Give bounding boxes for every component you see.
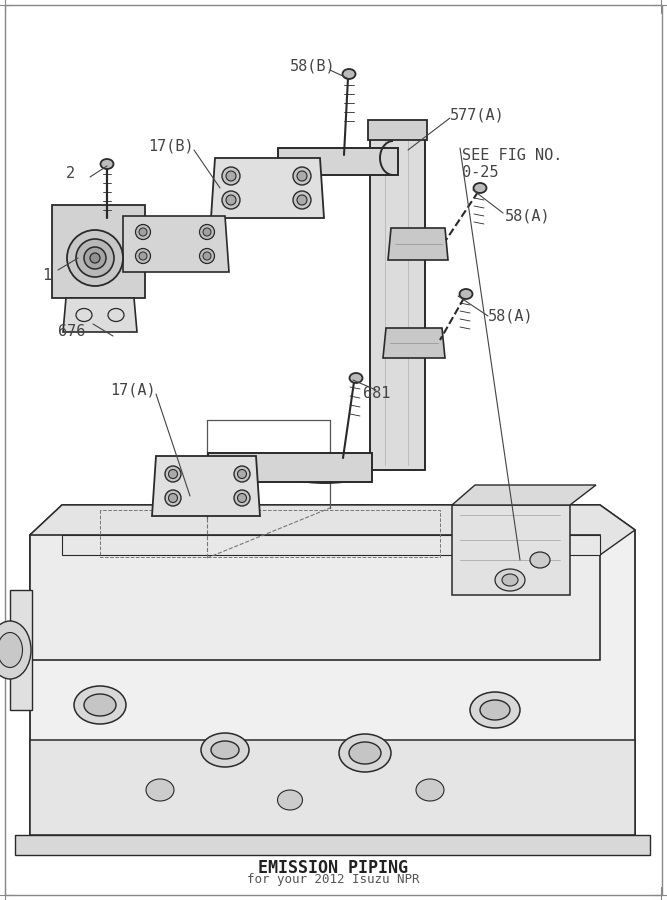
- Text: 58(A): 58(A): [488, 309, 534, 323]
- Text: 676: 676: [57, 325, 85, 339]
- Ellipse shape: [339, 734, 391, 772]
- Text: 17(A): 17(A): [110, 382, 155, 398]
- Ellipse shape: [226, 171, 236, 181]
- Polygon shape: [368, 120, 427, 140]
- Ellipse shape: [101, 159, 113, 169]
- Ellipse shape: [165, 466, 181, 482]
- Ellipse shape: [234, 490, 250, 506]
- Ellipse shape: [297, 195, 307, 205]
- Ellipse shape: [135, 248, 151, 264]
- Ellipse shape: [226, 195, 236, 205]
- Ellipse shape: [169, 493, 177, 502]
- Text: 17(B): 17(B): [148, 139, 193, 154]
- Polygon shape: [30, 740, 635, 835]
- Ellipse shape: [76, 239, 114, 277]
- Polygon shape: [15, 835, 650, 855]
- Text: 577(A): 577(A): [450, 107, 505, 122]
- Polygon shape: [383, 328, 445, 358]
- Ellipse shape: [146, 779, 174, 801]
- Ellipse shape: [165, 490, 181, 506]
- Polygon shape: [10, 590, 32, 710]
- Text: 58(B): 58(B): [290, 58, 336, 74]
- Ellipse shape: [135, 224, 151, 239]
- Ellipse shape: [460, 289, 472, 299]
- Text: 1: 1: [42, 267, 51, 283]
- Ellipse shape: [480, 700, 510, 720]
- Ellipse shape: [342, 69, 356, 79]
- Text: for your 2012 Isuzu NPR: for your 2012 Isuzu NPR: [247, 874, 420, 886]
- Polygon shape: [452, 485, 596, 505]
- Ellipse shape: [67, 230, 123, 286]
- Polygon shape: [152, 456, 260, 516]
- Ellipse shape: [350, 373, 362, 383]
- Ellipse shape: [495, 569, 525, 591]
- Ellipse shape: [416, 779, 444, 801]
- Polygon shape: [211, 158, 324, 218]
- Ellipse shape: [211, 741, 239, 759]
- Ellipse shape: [201, 733, 249, 767]
- Text: EMISSION PIPING: EMISSION PIPING: [258, 859, 408, 877]
- Ellipse shape: [222, 191, 240, 209]
- Ellipse shape: [237, 470, 247, 479]
- Polygon shape: [62, 535, 600, 555]
- Ellipse shape: [474, 183, 486, 193]
- Ellipse shape: [203, 252, 211, 260]
- Polygon shape: [278, 148, 398, 175]
- Ellipse shape: [293, 167, 311, 185]
- Ellipse shape: [84, 694, 116, 716]
- Polygon shape: [388, 228, 448, 260]
- Ellipse shape: [502, 574, 518, 586]
- Ellipse shape: [530, 552, 550, 568]
- Polygon shape: [370, 135, 425, 470]
- Ellipse shape: [293, 191, 311, 209]
- Polygon shape: [52, 205, 145, 298]
- Ellipse shape: [297, 171, 307, 181]
- Ellipse shape: [0, 621, 31, 679]
- Polygon shape: [30, 535, 600, 660]
- Ellipse shape: [84, 247, 106, 269]
- Text: 58(A): 58(A): [505, 209, 551, 223]
- Text: 681: 681: [363, 385, 390, 400]
- Ellipse shape: [349, 742, 381, 764]
- Ellipse shape: [203, 228, 211, 236]
- Polygon shape: [208, 453, 372, 482]
- Ellipse shape: [0, 633, 23, 668]
- Polygon shape: [30, 505, 635, 555]
- Polygon shape: [30, 505, 635, 835]
- Ellipse shape: [470, 692, 520, 728]
- Ellipse shape: [237, 493, 247, 502]
- Ellipse shape: [169, 470, 177, 479]
- Text: 2: 2: [66, 166, 75, 182]
- Ellipse shape: [90, 253, 100, 263]
- Ellipse shape: [139, 252, 147, 260]
- Ellipse shape: [234, 466, 250, 482]
- Polygon shape: [63, 298, 137, 332]
- Ellipse shape: [74, 686, 126, 724]
- Text: SEE FIG NO.
0-25: SEE FIG NO. 0-25: [462, 148, 562, 180]
- Polygon shape: [123, 216, 229, 272]
- Ellipse shape: [199, 248, 215, 264]
- Ellipse shape: [222, 167, 240, 185]
- Ellipse shape: [139, 228, 147, 236]
- Ellipse shape: [199, 224, 215, 239]
- Polygon shape: [452, 505, 570, 595]
- Ellipse shape: [277, 790, 303, 810]
